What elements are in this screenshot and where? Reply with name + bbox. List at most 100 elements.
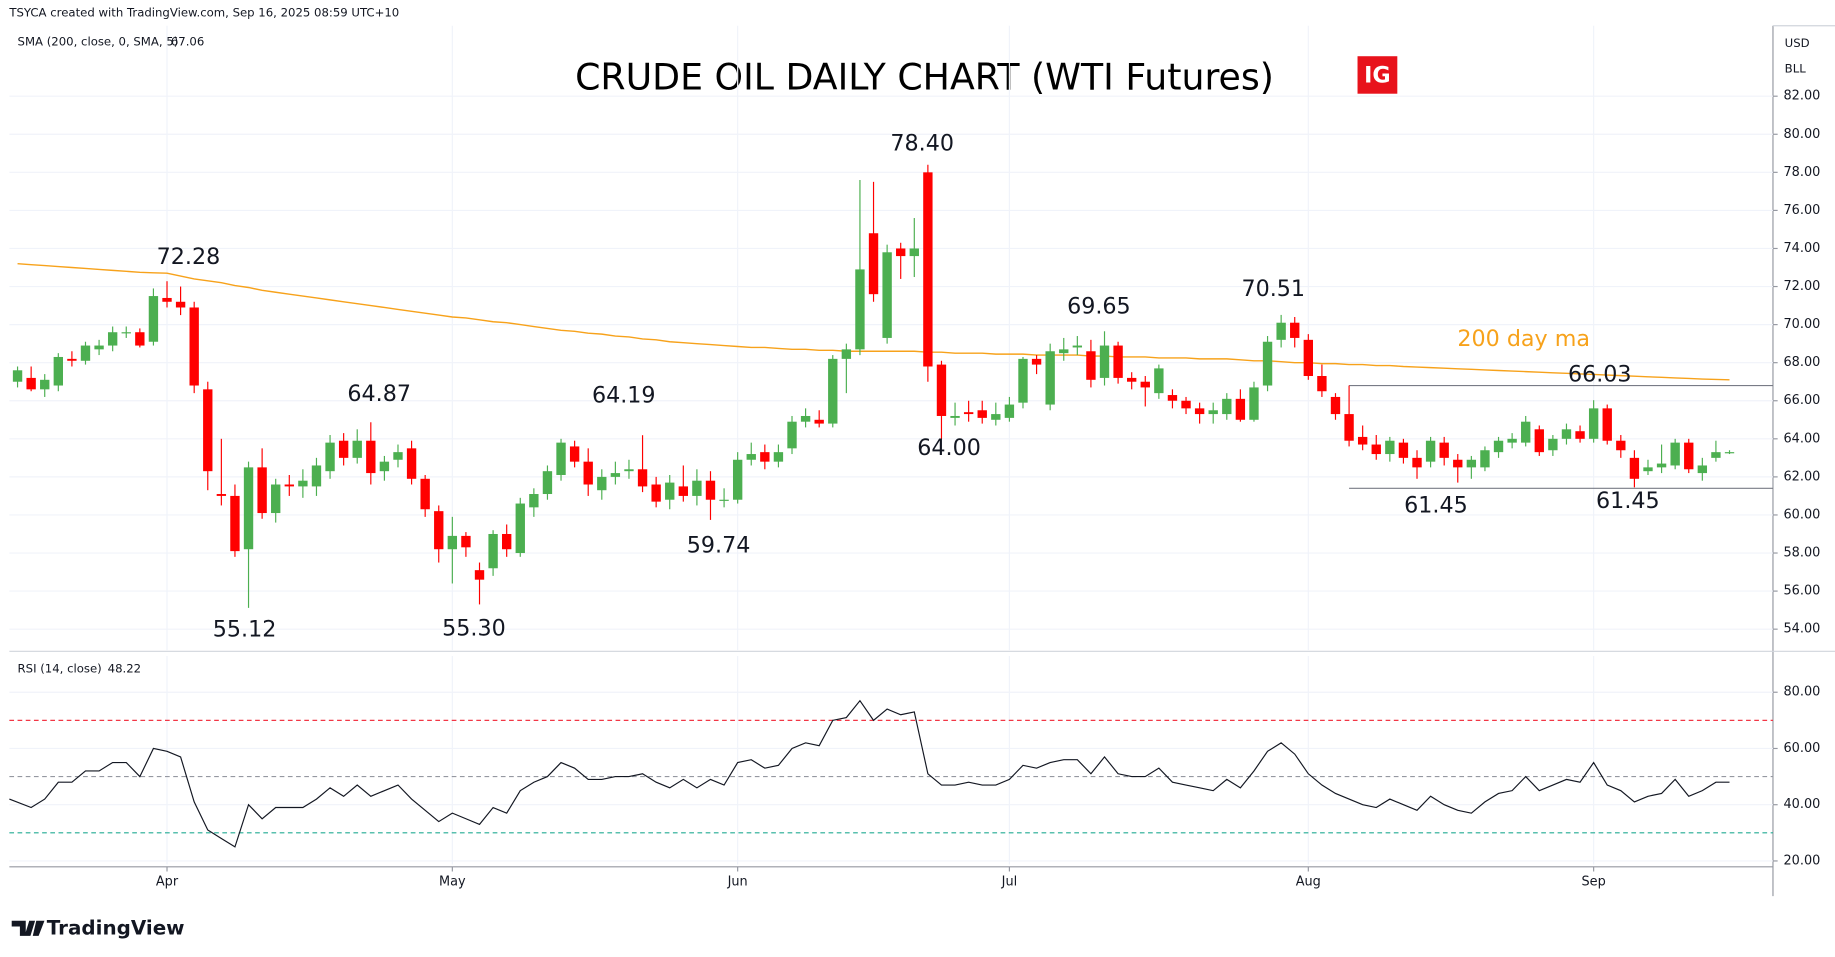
candle-body: [923, 172, 933, 367]
candle-body: [529, 494, 539, 508]
candle-body: [583, 461, 593, 485]
candle-body: [569, 446, 580, 462]
candle-body: [868, 233, 879, 295]
candle-body: [1004, 404, 1015, 418]
candle-body: [257, 467, 267, 514]
candle-body: [284, 484, 294, 487]
sma-line: [17, 263, 1730, 381]
candle-body: [203, 389, 213, 472]
logo-badge: [1357, 56, 1398, 94]
candle-body: [1330, 396, 1341, 415]
y-tick-label: 72.00: [1784, 279, 1821, 294]
candle-body: [1616, 440, 1626, 451]
candle-body: [1262, 341, 1273, 386]
y-tick-label: 68.00: [1784, 355, 1821, 370]
candle-body: [216, 494, 227, 496]
candle-body: [1072, 345, 1083, 348]
credit: TSYCA created with TradingView.com, Sep …: [8, 5, 399, 19]
x-tick-label: May: [439, 875, 466, 890]
y-tick-label: 64.00: [1784, 431, 1821, 446]
y-tick-label: 76.00: [1784, 203, 1821, 218]
candle-body: [665, 482, 675, 500]
brand-icon: [11, 920, 45, 936]
candle-body: [1113, 345, 1123, 378]
x-tick-label: Jun: [727, 875, 748, 890]
sma-legend-value: 67.06: [171, 35, 204, 49]
annotation: 61.45: [1596, 488, 1660, 514]
candle-body: [651, 484, 661, 502]
candle-body: [624, 469, 634, 472]
y-tick-label: 56.00: [1784, 584, 1821, 599]
annotation: 64.00: [917, 435, 981, 461]
candle-body: [977, 410, 987, 418]
candle-body: [1602, 408, 1612, 441]
y-tick-label: 60.00: [1784, 507, 1821, 522]
candle-body: [162, 297, 172, 302]
candle-body: [1724, 452, 1735, 454]
candle-body: [542, 471, 553, 495]
candle-body: [1357, 436, 1368, 445]
candle-body: [1561, 429, 1572, 439]
brand-logo: TradingView: [11, 916, 185, 939]
candle-body: [26, 377, 36, 390]
candle-body: [298, 480, 308, 487]
candle-body: [1684, 442, 1694, 470]
candle-body: [882, 252, 892, 338]
candle-body: [1425, 440, 1436, 462]
sma-legend-name: SMA (200, close, 0, SMA, 5): [18, 35, 179, 49]
candle-body: [420, 478, 430, 510]
candle-body: [841, 349, 852, 359]
candle-body: [1493, 440, 1504, 453]
candle-body: [12, 370, 23, 382]
annotation: 70.51: [1241, 276, 1305, 302]
candle-body: [1697, 465, 1708, 474]
candle-body: [1018, 358, 1028, 403]
candle-body: [40, 379, 50, 390]
rsi-line: [9, 699, 1730, 848]
candle-body: [1548, 438, 1558, 451]
candle-body: [148, 296, 159, 342]
candle-body: [474, 570, 485, 580]
candle-body: [515, 503, 525, 554]
currency: USD: [1785, 36, 1810, 50]
y-tick-label: 70.00: [1784, 317, 1821, 332]
candle-body: [760, 452, 770, 462]
candle-body: [909, 248, 919, 257]
candle-body: [705, 480, 716, 500]
candle-body: [53, 356, 63, 386]
candle-body: [732, 459, 743, 500]
x-tick-label: Apr: [156, 875, 179, 890]
candle-body: [746, 454, 756, 460]
annotation: 61.45: [1404, 493, 1468, 519]
candle-body: [991, 414, 1001, 420]
y-tick-label: 78.00: [1784, 165, 1821, 180]
candle-body: [393, 452, 403, 460]
candle-body: [1086, 351, 1096, 380]
annotation: 64.19: [592, 382, 656, 408]
candle-body: [189, 307, 199, 386]
candle-body: [352, 440, 362, 458]
candle-body: [67, 358, 77, 361]
candle-body: [338, 440, 349, 458]
candle-body: [610, 473, 621, 477]
candle-body: [950, 415, 960, 418]
candle-body: [597, 476, 607, 491]
candle-body: [366, 440, 376, 474]
candle-body: [80, 345, 91, 361]
y-tick-label: 80.00: [1784, 685, 1821, 700]
x-tick-label: Sep: [1582, 875, 1606, 890]
chart-title: CRUDE OIL DAILY CHART (WTI Futures): [575, 56, 1274, 99]
candle-body: [461, 535, 471, 548]
annotation: 64.87: [347, 381, 411, 407]
candle-body: [243, 467, 254, 550]
y-tick-label: 58.00: [1784, 546, 1821, 561]
candle-body: [1154, 368, 1164, 394]
candle-body: [1208, 410, 1218, 415]
candle-body: [325, 442, 335, 472]
y-tick-label: 54.00: [1784, 622, 1821, 637]
y-tick-label: 80.00: [1784, 127, 1821, 142]
candle-body: [175, 301, 186, 308]
y-tick-label: 66.00: [1784, 393, 1821, 408]
y-tick-label: 60.00: [1784, 741, 1821, 756]
